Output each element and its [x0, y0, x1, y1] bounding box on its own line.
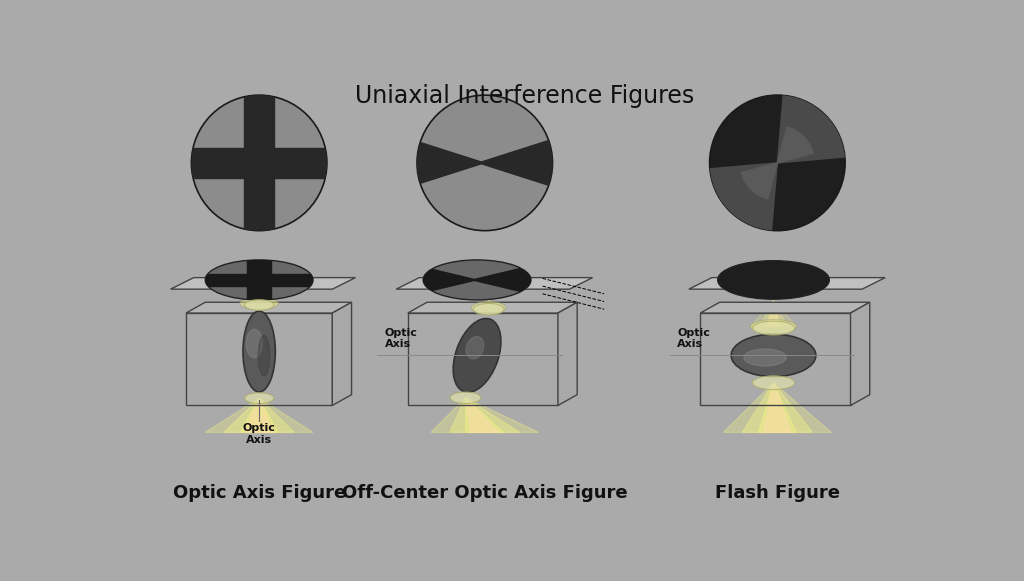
Polygon shape	[248, 301, 270, 303]
Polygon shape	[245, 95, 274, 231]
Ellipse shape	[258, 335, 269, 376]
Polygon shape	[423, 266, 531, 294]
Text: Uniaxial Interference Figures: Uniaxial Interference Figures	[355, 84, 694, 107]
Ellipse shape	[245, 300, 273, 310]
Polygon shape	[558, 302, 578, 406]
Ellipse shape	[718, 261, 829, 299]
Polygon shape	[247, 260, 271, 300]
Ellipse shape	[245, 393, 273, 404]
Polygon shape	[851, 302, 869, 406]
Circle shape	[710, 95, 845, 231]
Ellipse shape	[473, 303, 504, 315]
Ellipse shape	[451, 392, 481, 404]
Polygon shape	[241, 398, 278, 432]
Ellipse shape	[205, 260, 313, 300]
Polygon shape	[396, 278, 593, 289]
Polygon shape	[255, 301, 264, 303]
Polygon shape	[466, 398, 504, 432]
Polygon shape	[764, 383, 792, 432]
Polygon shape	[253, 301, 265, 303]
Ellipse shape	[731, 334, 816, 376]
Polygon shape	[767, 301, 780, 327]
Ellipse shape	[753, 376, 795, 390]
Text: Optic
Axis: Optic Axis	[385, 328, 418, 349]
Polygon shape	[205, 274, 313, 285]
Polygon shape	[417, 139, 553, 187]
Polygon shape	[760, 301, 787, 327]
Polygon shape	[742, 383, 812, 432]
Polygon shape	[471, 301, 506, 308]
Polygon shape	[431, 398, 539, 432]
Wedge shape	[777, 127, 813, 163]
Polygon shape	[171, 278, 355, 289]
Ellipse shape	[471, 302, 506, 314]
Text: Flash Figure: Flash Figure	[715, 484, 840, 501]
Circle shape	[417, 95, 553, 231]
Polygon shape	[224, 398, 294, 432]
Polygon shape	[724, 383, 831, 432]
Polygon shape	[205, 398, 313, 432]
Polygon shape	[484, 301, 493, 308]
Polygon shape	[759, 383, 797, 432]
Ellipse shape	[751, 320, 797, 333]
Wedge shape	[741, 163, 777, 199]
Wedge shape	[710, 163, 777, 231]
Wedge shape	[777, 95, 845, 163]
Polygon shape	[466, 398, 499, 432]
Ellipse shape	[243, 311, 275, 392]
Polygon shape	[450, 398, 520, 432]
Ellipse shape	[753, 321, 795, 335]
Polygon shape	[408, 302, 578, 313]
Polygon shape	[191, 148, 327, 178]
Polygon shape	[751, 301, 797, 327]
Polygon shape	[240, 301, 279, 303]
Text: Optic
Axis: Optic Axis	[243, 423, 275, 444]
Polygon shape	[768, 301, 779, 327]
Polygon shape	[246, 398, 273, 432]
Ellipse shape	[240, 297, 279, 310]
Ellipse shape	[454, 318, 501, 392]
Ellipse shape	[423, 260, 531, 300]
Ellipse shape	[743, 349, 786, 366]
Polygon shape	[186, 302, 351, 313]
Text: Optic Axis Figure: Optic Axis Figure	[172, 484, 346, 501]
Polygon shape	[478, 301, 499, 308]
Polygon shape	[700, 302, 869, 313]
Circle shape	[191, 95, 327, 231]
Polygon shape	[689, 278, 885, 289]
Polygon shape	[483, 301, 494, 308]
Polygon shape	[333, 302, 351, 406]
Ellipse shape	[466, 336, 483, 359]
Text: Off-Center Optic Axis Figure: Off-Center Optic Axis Figure	[342, 484, 628, 501]
Text: Optic
Axis: Optic Axis	[677, 328, 710, 349]
Ellipse shape	[246, 329, 262, 357]
